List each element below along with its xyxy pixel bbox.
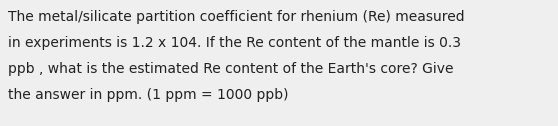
Text: The metal/silicate partition coefficient for rhenium (Re) measured: The metal/silicate partition coefficient… — [8, 10, 465, 24]
Text: the answer in ppm. (1 ppm = 1000 ppb): the answer in ppm. (1 ppm = 1000 ppb) — [8, 88, 288, 102]
Text: ppb , what is the estimated Re content of the Earth's core? Give: ppb , what is the estimated Re content o… — [8, 62, 454, 76]
Text: in experiments is 1.2 x 104. If the Re content of the mantle is 0.3: in experiments is 1.2 x 104. If the Re c… — [8, 36, 461, 50]
